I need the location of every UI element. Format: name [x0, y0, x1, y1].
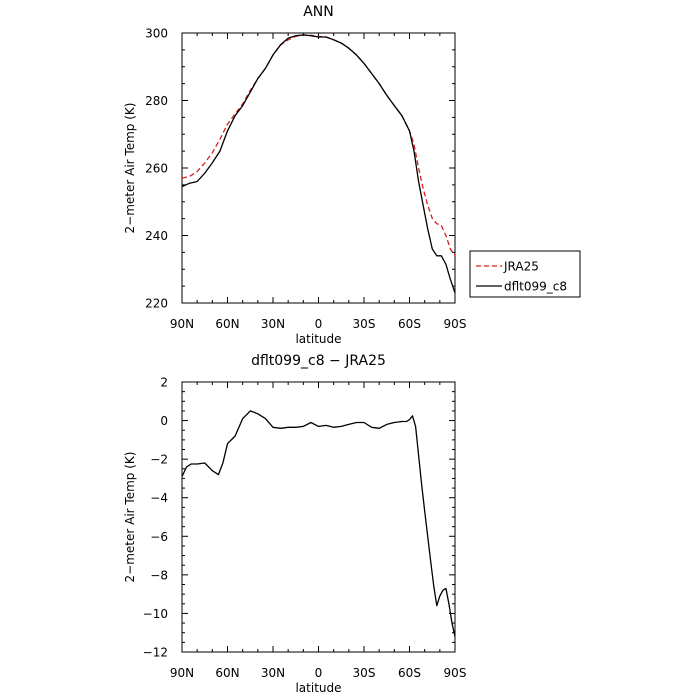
legend-box	[469, 250, 581, 298]
series-line-dflt099-c8	[181, 34, 456, 294]
panel-1: 90N 60N 30N 0 30S 60S 90S 220 240 260 280 300 ANN lat…	[123, 4, 581, 346]
x-tick-label: 30N	[261, 666, 285, 680]
x-tick-label: 60S	[398, 666, 421, 680]
y-tick-label: 2	[160, 376, 168, 390]
chart-title: ANN	[303, 4, 334, 20]
x-tick-label: 60N	[215, 666, 239, 680]
y-tick-label: −4	[150, 491, 168, 505]
y-tick-label: −2	[150, 453, 168, 467]
series-line-jra25	[181, 34, 456, 257]
x-tick-label: 90S	[444, 666, 467, 680]
x-axis-label: latitude	[295, 681, 341, 695]
legend: JRA25 dflt099_c8	[469, 250, 581, 298]
x-axis-label: latitude	[295, 332, 341, 346]
x-tick-label: 30N	[261, 317, 285, 331]
x-tick-label: 90N	[170, 317, 194, 331]
chart-title: dflt099_c8 − JRA25	[251, 353, 386, 369]
legend-entry: dflt099_c8	[504, 280, 567, 294]
y-axis-label: 2−meter Air Temp (K)	[123, 452, 137, 583]
y-tick-label: 0	[160, 414, 168, 428]
x-tick-label: 60N	[215, 317, 239, 331]
y-axis-label: 2−meter Air Temp (K)	[123, 103, 137, 234]
y-tick-label: −12	[143, 646, 168, 660]
x-tick-label: 30S	[353, 317, 376, 331]
y-tick-label: 260	[145, 162, 168, 176]
y-tick-label: −10	[143, 607, 168, 621]
x-tick-label: 60S	[398, 317, 421, 331]
legend-entry: JRA25	[503, 260, 539, 274]
y-tick-label: −8	[150, 568, 168, 582]
series-line-1	[181, 410, 456, 637]
x-tick-label: 0	[315, 317, 323, 331]
x-tick-label: 90N	[170, 666, 194, 680]
y-tick-label: 220	[145, 297, 168, 311]
x-tick-label: 30S	[353, 666, 376, 680]
x-tick-label: 0	[315, 666, 323, 680]
plot-frame	[181, 32, 456, 304]
y-tick-label: 280	[145, 94, 168, 108]
y-tick-label: 240	[145, 229, 168, 243]
y-tick-label: −6	[150, 530, 168, 544]
y-tick-label: 300	[145, 27, 168, 41]
x-tick-label: 90S	[444, 317, 467, 331]
panel-2: 90N 60N 30N 0 30S 60S 90S 2 0 −2 −4 −6 −8 −10 −12 dflt0…	[123, 353, 466, 695]
